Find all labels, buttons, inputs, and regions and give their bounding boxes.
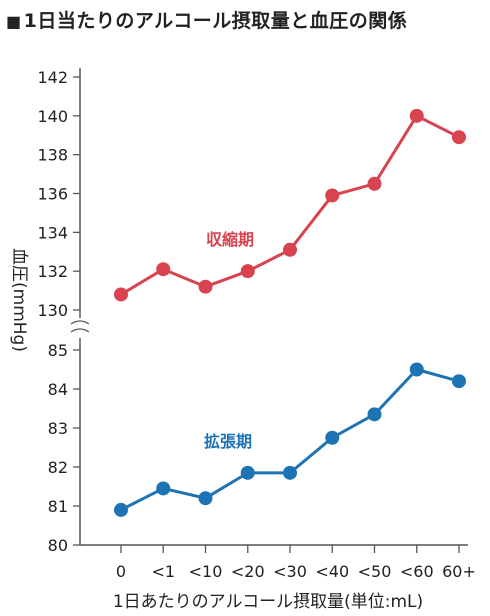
data-point-1-4 [283, 465, 297, 480]
series-label-1: 拡張期 [204, 432, 252, 451]
data-point-0-7 [409, 108, 424, 123]
x-tick-label-2: <10 [189, 562, 223, 581]
data-point-0-4 [283, 242, 297, 257]
y-lower-tick-label-80: 80 [48, 536, 68, 555]
x-axis-label: 1日あたりのアルコール摂取量(単位:mL) [113, 592, 423, 612]
series-label-0: 収縮期 [206, 230, 254, 249]
y-upper-tick-label-132: 132 [37, 262, 68, 281]
data-point-1-0 [114, 502, 128, 517]
x-tick-label-8: 60+ [442, 562, 476, 581]
data-point-0-3 [240, 264, 255, 279]
series-line-1 [120, 368, 460, 512]
y-lower-tick-label-84: 84 [48, 380, 68, 399]
y-upper-tick-label-130: 130 [37, 301, 68, 320]
data-point-0-5 [325, 188, 340, 203]
series-1: 拡張期 [114, 362, 466, 517]
axes [70, 68, 468, 553]
axis-break-mark [70, 320, 90, 333]
y-upper-tick-label-142: 142 [37, 68, 68, 87]
chart-title: ■ 1日当たりのアルコール摂取量と血圧の関係 [6, 6, 407, 33]
y-lower-tick-label-85: 85 [48, 341, 68, 360]
y-lower-tick-label-81: 81 [48, 497, 68, 516]
y-axis-label: 血圧(mmHg) [9, 248, 29, 352]
data-point-1-6 [367, 407, 382, 422]
x-tick-label-5: <40 [315, 562, 349, 581]
x-tick-label-7: <60 [400, 562, 434, 581]
x-tick-label-0: 0 [116, 562, 126, 581]
data-point-1-7 [409, 362, 424, 377]
data-point-1-1 [156, 481, 171, 496]
data-point-0-1 [156, 262, 171, 277]
data-point-1-3 [240, 465, 255, 480]
data-point-0-6 [367, 176, 382, 191]
x-tick-label-4: <30 [273, 562, 307, 581]
tick-labels: 130 132 134 136 138 140 142 80 81 82 83 84 85 0 <1 <10 <… [37, 68, 475, 581]
y-lower-tick-label-82: 82 [48, 458, 68, 477]
chart-title-text: 1日当たりのアルコール摂取量と血圧の関係 [23, 10, 408, 32]
y-upper-tick-label-136: 136 [37, 185, 68, 204]
x-tick-label-3: <20 [231, 562, 265, 581]
data-point-0-0 [114, 287, 128, 302]
title-marker: ■ [6, 12, 22, 31]
y-lower-tick-label-83: 83 [48, 419, 68, 438]
x-tick-label-1: <1 [151, 562, 175, 581]
data-point-0-8 [452, 130, 466, 145]
y-upper-tick-label-138: 138 [37, 146, 68, 165]
series-0: 収縮期 [114, 108, 466, 302]
y-upper-tick-label-134: 134 [37, 223, 68, 242]
series-line-0 [120, 114, 460, 296]
y-upper-tick-label-140: 140 [37, 107, 68, 126]
data-point-1-2 [198, 491, 213, 506]
x-tick-label-6: <50 [358, 562, 392, 581]
data-point-0-2 [198, 279, 213, 294]
data-point-1-5 [325, 430, 340, 445]
data-point-1-8 [452, 374, 466, 389]
